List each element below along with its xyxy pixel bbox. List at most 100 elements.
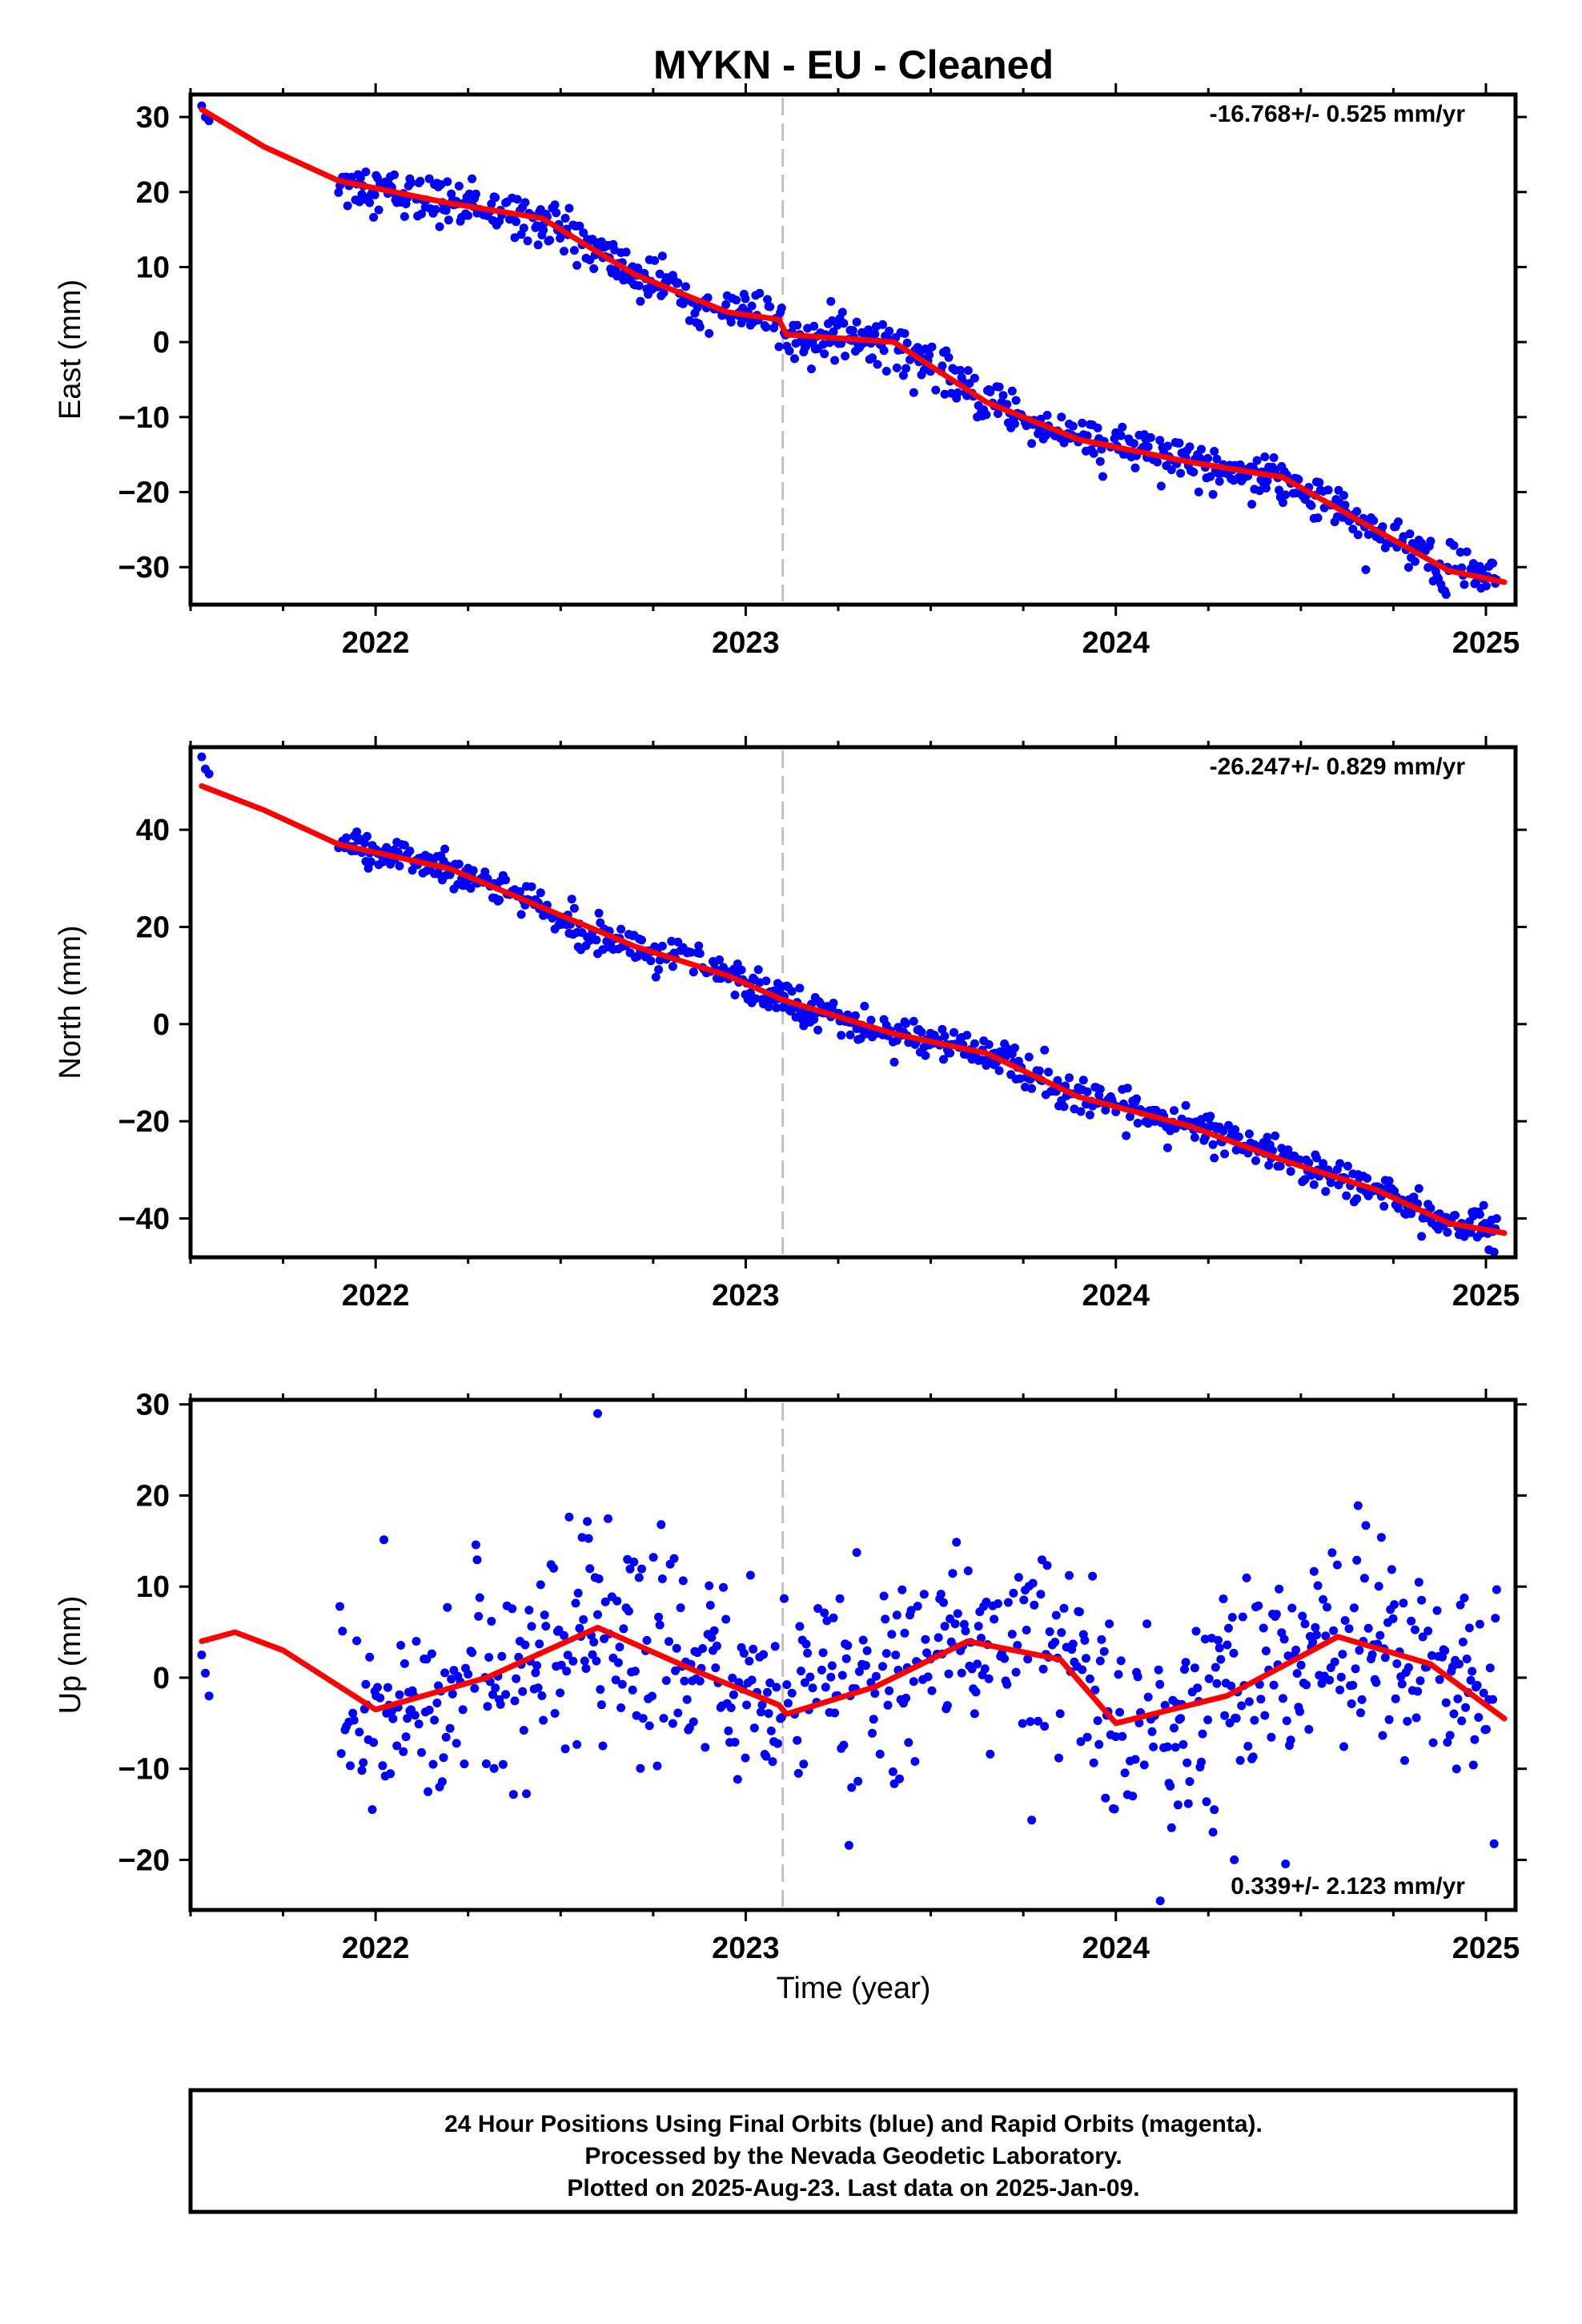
data-point: [1449, 1709, 1459, 1719]
data-point: [829, 999, 838, 1007]
x-tick-label: 2022: [342, 1932, 410, 1965]
data-point: [938, 361, 947, 371]
data-point: [512, 195, 522, 204]
data-point: [1215, 1643, 1224, 1653]
y-tick-label: 0: [153, 326, 170, 360]
data-point: [1034, 1066, 1044, 1076]
data-point: [1460, 1593, 1469, 1602]
data-point: [1466, 1675, 1476, 1685]
data-point: [612, 1596, 622, 1606]
y-tick-label: 0: [153, 1662, 170, 1695]
data-point: [501, 1690, 511, 1699]
data-point: [1212, 1679, 1222, 1688]
data-point: [733, 1775, 742, 1784]
data-point: [1013, 1641, 1022, 1650]
data-point: [1014, 1573, 1023, 1582]
data-point: [1149, 1742, 1158, 1751]
data-point: [572, 1739, 582, 1749]
data-point: [1154, 1665, 1163, 1675]
data-point: [1275, 1161, 1285, 1171]
data-point: [1122, 1131, 1131, 1140]
data-point: [870, 1689, 880, 1699]
data-point: [761, 323, 771, 332]
data-point: [839, 1740, 849, 1750]
data-point: [715, 955, 725, 964]
data-point: [560, 214, 570, 223]
data-point: [386, 1769, 396, 1779]
data-point: [1315, 478, 1324, 487]
data-point: [953, 1609, 962, 1618]
data-point: [527, 1622, 536, 1631]
data-point: [909, 1677, 918, 1687]
data-point: [1224, 1623, 1233, 1633]
data-point: [1263, 1132, 1272, 1142]
data-point: [1407, 1616, 1416, 1626]
data-point: [1011, 396, 1021, 405]
data-point: [1375, 1630, 1385, 1640]
data-point: [594, 908, 604, 918]
data-point: [652, 1761, 662, 1771]
data-point: [1146, 432, 1155, 442]
data-point: [584, 1534, 593, 1543]
data-point: [594, 1574, 604, 1583]
data-point: [927, 342, 937, 352]
data-point: [1185, 1777, 1195, 1787]
data-point: [600, 1597, 610, 1606]
data-point: [374, 205, 383, 215]
data-point: [564, 1512, 574, 1522]
data-point: [1181, 1658, 1191, 1667]
data-point: [1451, 1211, 1460, 1220]
data-point: [1090, 1685, 1100, 1695]
data-point: [780, 1594, 789, 1603]
data-point: [1133, 1119, 1142, 1128]
data-point: [881, 1614, 890, 1624]
data-point: [829, 1613, 838, 1622]
data-point: [1287, 1603, 1297, 1613]
data-point: [1251, 1156, 1260, 1165]
data-point: [1076, 1107, 1086, 1116]
data-point: [518, 1687, 528, 1696]
data-point: [1291, 1645, 1301, 1655]
data-point: [1126, 1112, 1134, 1121]
data-point: [427, 1649, 436, 1659]
data-point: [1312, 1153, 1321, 1163]
data-point: [474, 1611, 484, 1621]
data-point: [1229, 1648, 1239, 1658]
data-point: [1038, 1664, 1048, 1674]
data-point: [579, 1614, 588, 1624]
data-point: [673, 278, 683, 287]
data-point: [1220, 1149, 1230, 1159]
data-point: [942, 346, 951, 356]
data-point: [707, 1633, 717, 1642]
data-point: [571, 1598, 580, 1608]
data-point: [1208, 1140, 1218, 1149]
data-point: [1307, 1171, 1316, 1180]
data-point: [1352, 1555, 1362, 1565]
data-point: [437, 1777, 447, 1787]
x-axis-label: Time (year): [777, 1972, 931, 2005]
data-point: [764, 1002, 773, 1011]
data-point: [596, 1700, 606, 1710]
data-point: [1307, 501, 1316, 510]
data-point: [638, 1714, 648, 1723]
data-point: [870, 329, 880, 339]
data-point: [1182, 1758, 1192, 1767]
data-point: [883, 1700, 893, 1710]
data-point: [1130, 1755, 1140, 1764]
data-point: [432, 1699, 442, 1707]
y-tick-label: 30: [136, 101, 170, 135]
up-panel: 2022 2023 2024 2025 −20 −10 0 10 20 30 Up (mm) 0.33…: [54, 1389, 1527, 1965]
data-point: [452, 1739, 461, 1748]
data-point: [1488, 558, 1498, 568]
data-point: [468, 1648, 477, 1658]
data-point: [579, 228, 588, 238]
data-point: [592, 1656, 601, 1666]
data-point: [560, 247, 568, 256]
data-point: [956, 365, 966, 375]
data-point: [1055, 1709, 1065, 1719]
model-curve: [199, 1624, 1508, 1727]
data-point: [1417, 538, 1427, 548]
data-point: [1190, 1663, 1199, 1673]
data-point: [567, 895, 576, 904]
data-point: [711, 1663, 721, 1673]
